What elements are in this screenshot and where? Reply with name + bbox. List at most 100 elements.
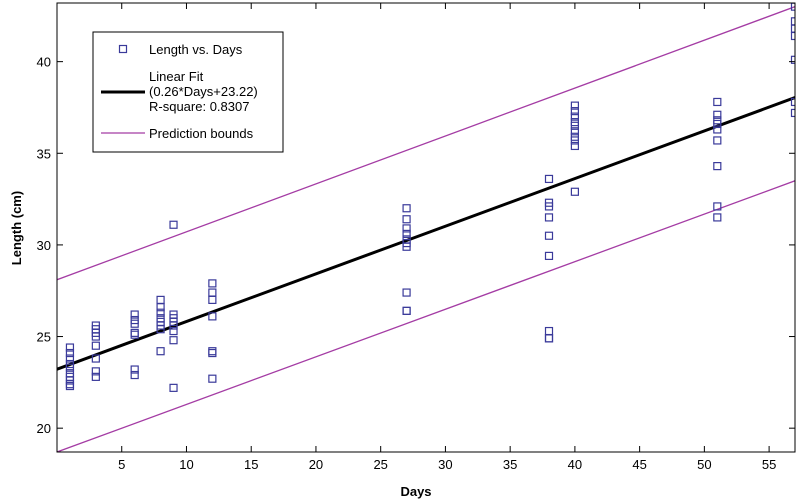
data-point bbox=[544, 231, 554, 240]
data-point bbox=[570, 127, 579, 136]
data-point bbox=[65, 381, 75, 391]
data-point bbox=[570, 121, 579, 130]
legend-label-points: Length vs. Days bbox=[149, 42, 243, 57]
x-tick-label: 25 bbox=[373, 457, 387, 472]
x-tick-label: 55 bbox=[762, 457, 776, 472]
data-point bbox=[402, 306, 411, 315]
x-tick-label: 45 bbox=[632, 457, 646, 472]
x-tick-label: 35 bbox=[503, 457, 517, 472]
x-tick-label: 10 bbox=[179, 457, 193, 472]
lower-prediction-bound bbox=[57, 180, 795, 452]
data-point bbox=[156, 347, 165, 356]
data-point bbox=[402, 242, 411, 251]
data-point bbox=[156, 295, 165, 304]
data-point bbox=[91, 354, 100, 363]
data-point bbox=[208, 374, 217, 383]
data-point bbox=[713, 162, 722, 171]
data-point bbox=[713, 125, 722, 134]
data-point bbox=[130, 328, 139, 337]
data-point bbox=[544, 334, 554, 343]
data-point bbox=[156, 325, 165, 334]
data-point bbox=[208, 295, 217, 304]
x-tick-label: 40 bbox=[568, 457, 582, 472]
plot-area bbox=[57, 3, 795, 452]
data-point bbox=[713, 119, 722, 129]
linear-fit-line bbox=[57, 96, 795, 371]
data-point bbox=[65, 354, 75, 363]
data-point bbox=[713, 110, 722, 119]
y-tick-label: 35 bbox=[37, 146, 51, 161]
data-point bbox=[169, 220, 178, 229]
data-point bbox=[544, 334, 554, 343]
legend-label-fit-2: (0.26*Days+23.22) bbox=[149, 84, 258, 99]
data-point bbox=[156, 308, 165, 317]
y-axis-title: Length (cm) bbox=[9, 191, 24, 265]
data-point bbox=[130, 319, 139, 328]
data-point bbox=[91, 332, 100, 341]
data-point bbox=[544, 202, 554, 211]
data-point bbox=[713, 97, 722, 107]
upper-prediction-bound bbox=[57, 6, 795, 281]
x-tick-label: 50 bbox=[697, 457, 711, 472]
data-point bbox=[544, 174, 554, 184]
y-tick-label: 40 bbox=[37, 55, 51, 70]
axes: 5 10 15 20 25 30 35 40 45 50 55 20 25 30 35 40 Days Lengt… bbox=[9, 2, 796, 499]
data-point bbox=[570, 107, 579, 116]
data-point bbox=[713, 202, 722, 211]
data-point bbox=[91, 372, 100, 381]
data-point bbox=[790, 24, 795, 33]
data-point bbox=[402, 288, 411, 297]
data-point bbox=[169, 336, 178, 345]
data-point bbox=[208, 348, 217, 358]
data-point bbox=[208, 347, 217, 356]
x-tick-label: 5 bbox=[118, 457, 125, 472]
legend-marker-points bbox=[118, 44, 128, 54]
data-point bbox=[402, 215, 411, 224]
data-point bbox=[790, 17, 795, 26]
data-point bbox=[544, 213, 554, 222]
data-point bbox=[570, 187, 579, 196]
data-point bbox=[713, 213, 722, 222]
data-point bbox=[790, 3, 795, 11]
data-point bbox=[544, 326, 554, 336]
x-tick-label: 30 bbox=[438, 457, 452, 472]
data-point bbox=[402, 306, 411, 315]
plot-content bbox=[57, 3, 795, 452]
data-point bbox=[156, 303, 165, 312]
y-tick-label: 25 bbox=[37, 330, 51, 345]
data-point bbox=[65, 348, 75, 358]
data-point bbox=[570, 141, 579, 151]
x-axis-title: Days bbox=[400, 484, 431, 499]
data-point bbox=[402, 229, 411, 239]
y-tick-label: 20 bbox=[37, 421, 51, 436]
y-tick-label: 30 bbox=[37, 238, 51, 253]
data-point bbox=[544, 251, 554, 261]
data-point bbox=[91, 341, 100, 350]
legend-label-bounds: Prediction bounds bbox=[149, 126, 254, 141]
axes-frame bbox=[56, 2, 796, 453]
data-point bbox=[130, 310, 139, 319]
data-point bbox=[570, 136, 579, 145]
data-point bbox=[790, 97, 795, 107]
data-point bbox=[91, 367, 100, 376]
x-tick-label: 15 bbox=[244, 457, 258, 472]
data-point bbox=[790, 55, 795, 64]
data-point bbox=[130, 370, 139, 380]
legend-label-fit-3: R-square: 0.8307 bbox=[149, 99, 249, 114]
data-point bbox=[65, 343, 75, 352]
legend-label-fit-1: Linear Fit bbox=[149, 69, 204, 84]
data-point bbox=[130, 330, 139, 339]
data-point bbox=[169, 383, 178, 392]
data-point bbox=[790, 31, 795, 41]
data-point bbox=[402, 224, 411, 233]
data-point bbox=[208, 312, 217, 321]
legend: Length vs. Days Linear Fit(0.26*Days+23.2… bbox=[92, 31, 284, 153]
data-point bbox=[169, 321, 178, 330]
data-point bbox=[208, 279, 217, 288]
data-point bbox=[570, 112, 579, 121]
data-point bbox=[570, 101, 579, 110]
data-point bbox=[790, 108, 795, 118]
data-point bbox=[402, 204, 411, 213]
data-point bbox=[208, 288, 217, 297]
